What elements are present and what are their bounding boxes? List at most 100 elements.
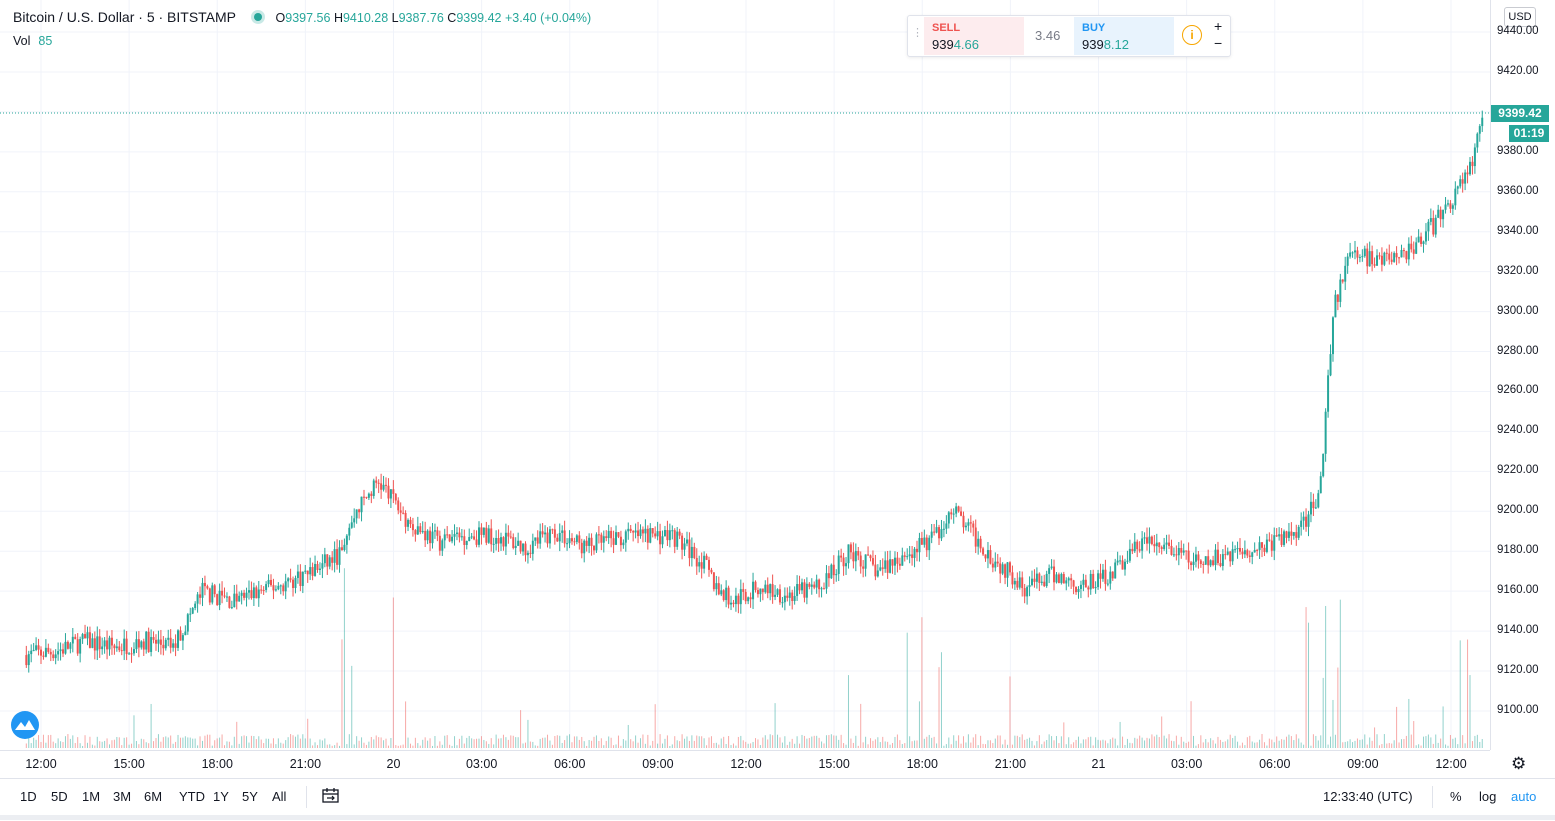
log-toggle[interactable]: log: [1479, 789, 1497, 804]
auto-scale-toggle[interactable]: auto: [1511, 789, 1537, 804]
volume-bar: [1134, 737, 1136, 748]
price-tick-label: 9420.00: [1497, 64, 1539, 77]
candle-body: [272, 585, 275, 591]
candle-body: [1248, 555, 1251, 557]
candle-body: [668, 530, 671, 541]
period-button-all[interactable]: All: [272, 789, 287, 804]
candle-body: [1275, 535, 1278, 537]
volume-bar: [1298, 738, 1300, 748]
period-button-ytd[interactable]: YTD: [179, 789, 205, 804]
volume-bar: [1183, 741, 1185, 748]
volume-bar: [740, 735, 742, 748]
candle-body: [979, 538, 982, 549]
candle-body: [1089, 573, 1092, 590]
tradingview-logo-icon[interactable]: [11, 711, 39, 739]
candle-body: [1427, 221, 1430, 232]
volume-bar: [1043, 741, 1045, 748]
period-button-5y[interactable]: 5Y: [242, 789, 258, 804]
time-axis[interactable]: [0, 750, 1490, 778]
volume-bar: [1283, 739, 1285, 748]
chart-canvas[interactable]: [0, 0, 1490, 750]
volume-bar: [527, 719, 529, 748]
candle-body: [1099, 573, 1102, 579]
candle-body: [265, 584, 268, 591]
zoom-out-button[interactable]: −: [1214, 35, 1223, 51]
candle-body: [1322, 453, 1325, 477]
candle-body: [612, 538, 615, 545]
candle-body: [1297, 526, 1300, 538]
sell-button[interactable]: SELL 9394.66: [924, 17, 1024, 55]
candle-body: [575, 535, 578, 542]
volume-bar: [1273, 742, 1275, 748]
go-to-date-icon[interactable]: [321, 787, 341, 805]
volume-bar: [742, 740, 744, 748]
utc-clock[interactable]: 12:33:40 (UTC): [1323, 789, 1413, 804]
grid-lines: [0, 0, 1490, 750]
percent-toggle[interactable]: %: [1450, 789, 1462, 804]
candle-body: [879, 567, 882, 571]
candle-body: [470, 536, 473, 538]
volume-bar: [383, 740, 385, 748]
volume-bar: [1217, 736, 1219, 748]
candle-body: [260, 589, 263, 591]
candle-body: [108, 637, 111, 650]
candle-body: [778, 589, 781, 603]
buy-button[interactable]: BUY 9398.12: [1074, 17, 1174, 55]
period-button-3m[interactable]: 3M: [113, 789, 132, 804]
candle-body: [666, 530, 669, 541]
candle-body: [1356, 250, 1359, 258]
period-button-1y[interactable]: 1Y: [213, 789, 229, 804]
volume-bar: [1381, 744, 1383, 748]
volume-bar: [515, 737, 517, 748]
volume-bar: [1119, 721, 1121, 748]
volume-bar: [1432, 743, 1434, 748]
candle-body: [749, 597, 752, 600]
zoom-in-button[interactable]: +: [1214, 18, 1223, 34]
candle-body: [739, 589, 742, 605]
close-label: C: [447, 11, 457, 25]
candle-body: [1383, 252, 1386, 265]
volume-bar: [630, 739, 632, 748]
volume-bar: [940, 652, 942, 748]
period-button-6m[interactable]: 6M: [144, 789, 163, 804]
candle-body: [370, 493, 373, 496]
volume-bar: [287, 737, 289, 748]
candle-body: [632, 531, 635, 533]
period-button-5d[interactable]: 5D: [51, 789, 68, 804]
symbol-title[interactable]: Bitcoin / U.S. Dollar · 5 · BITSTAMP: [13, 9, 236, 25]
volume-bar: [517, 737, 519, 748]
period-button-1m[interactable]: 1M: [82, 789, 101, 804]
volume-bar: [189, 737, 191, 748]
currency-button[interactable]: USD: [1504, 7, 1536, 27]
candle-body: [240, 592, 243, 596]
candle-body: [1302, 516, 1305, 521]
candle-body: [118, 646, 121, 651]
candle-body: [91, 638, 94, 648]
volume-bar: [997, 735, 999, 748]
candle-body: [321, 563, 324, 569]
volume-label[interactable]: Vol: [13, 34, 31, 48]
volume-bar: [468, 735, 470, 748]
period-button-1d[interactable]: 1D: [20, 789, 37, 804]
candle-body: [715, 583, 718, 590]
volume-bar: [862, 742, 864, 748]
volume-bar: [1327, 744, 1329, 748]
volume-bar: [1080, 743, 1082, 748]
volume-bar: [843, 743, 845, 748]
time-tick-label: 12:00: [730, 757, 762, 771]
volume-bar: [1212, 740, 1214, 748]
price-chart[interactable]: [0, 0, 1490, 750]
candle-body: [698, 562, 701, 567]
volume-bar: [1082, 739, 1084, 748]
volume-bar: [378, 737, 380, 748]
volume-bar: [681, 734, 683, 748]
volume-bar: [715, 742, 717, 748]
candle-body: [206, 586, 209, 589]
candle-body: [1432, 218, 1435, 235]
info-icon[interactable]: i: [1182, 25, 1202, 45]
settings-gear-icon[interactable]: ⚙: [1511, 754, 1527, 773]
candle-body: [186, 614, 189, 632]
volume-bar: [429, 738, 431, 748]
candle-body: [685, 539, 688, 544]
candle-body: [367, 493, 370, 498]
